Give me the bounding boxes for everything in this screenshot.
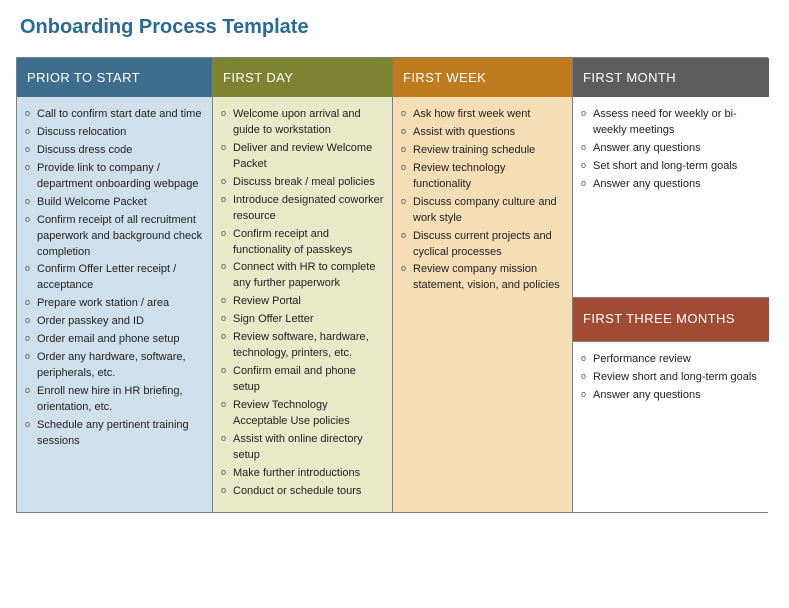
list-item: Build Welcome Packet [25, 195, 204, 211]
list-first-three-months: Performance review Review short and long-… [581, 352, 761, 404]
list-item: Introduce designated coworker resource [221, 193, 384, 225]
list-item: Performance review [581, 352, 761, 368]
list-item: Sign Offer Letter [221, 312, 384, 328]
col-header-first-three-months: FIRST THREE MONTHS [573, 297, 769, 342]
list-item: Review training schedule [401, 143, 564, 159]
list-item: Conduct or schedule tours [221, 484, 384, 500]
list-item: Review software, hardware, technology, p… [221, 330, 384, 362]
list-item: Review company mission statement, vision… [401, 262, 564, 294]
col-header-first-week: FIRST WEEK [393, 58, 573, 97]
list-first-month: Assess need for weekly or bi-weekly meet… [581, 107, 761, 193]
list-prior: Call to confirm start date and time Discu… [25, 107, 204, 450]
list-item: Discuss current projects and cyclical pr… [401, 229, 564, 261]
list-item: Ask how first week went [401, 107, 564, 123]
list-item: Answer any questions [581, 388, 761, 404]
col-header-first-day: FIRST DAY [213, 58, 393, 97]
list-item: Confirm receipt of all recruitment paper… [25, 213, 204, 261]
list-first-day: Welcome upon arrival and guide to workst… [221, 107, 384, 500]
list-item: Review Technology Acceptable Use policie… [221, 398, 384, 430]
list-item: Review technology functionality [401, 161, 564, 193]
col-body-first-three-months: Performance review Review short and long-… [573, 342, 769, 512]
list-item: Order email and phone setup [25, 332, 204, 348]
list-item: Confirm receipt and functionality of pas… [221, 227, 384, 259]
list-item: Answer any questions [581, 141, 761, 157]
list-item: Discuss break / meal policies [221, 175, 384, 191]
list-item: Set short and long-term goals [581, 159, 761, 175]
list-item: Assess need for weekly or bi-weekly meet… [581, 107, 761, 139]
list-item: Order passkey and ID [25, 314, 204, 330]
page-title: Onboarding Process Template [20, 16, 773, 39]
col-header-first-month: FIRST MONTH [573, 58, 769, 97]
col-body-first-month-stack: Assess need for weekly or bi-weekly meet… [573, 97, 769, 512]
list-item: Discuss relocation [25, 125, 204, 141]
col-body-first-month: Assess need for weekly or bi-weekly meet… [573, 97, 769, 297]
list-item: Prepare work station / area [25, 296, 204, 312]
list-item: Assist with questions [401, 125, 564, 141]
list-item: Welcome upon arrival and guide to workst… [221, 107, 384, 139]
list-item: Assist with online directory setup [221, 432, 384, 464]
list-item: Schedule any pertinent training sessions [25, 418, 204, 450]
list-item: Call to confirm start date and time [25, 107, 204, 123]
list-item: Discuss company culture and work style [401, 195, 564, 227]
list-item: Confirm Offer Letter receipt / acceptanc… [25, 262, 204, 294]
list-item: Deliver and review Welcome Packet [221, 141, 384, 173]
col-body-first-week: Ask how first week went Assist with quest… [393, 97, 573, 512]
list-item: Discuss dress code [25, 143, 204, 159]
list-item: Review Portal [221, 294, 384, 310]
col-header-prior: PRIOR TO START [17, 58, 213, 97]
list-item: Provide link to company / department onb… [25, 161, 204, 193]
list-item: Enroll new hire in HR briefing, orientat… [25, 384, 204, 416]
list-item: Order any hardware, software, peripheral… [25, 350, 204, 382]
list-item: Confirm email and phone setup [221, 364, 384, 396]
list-item: Make further introductions [221, 466, 384, 482]
col-body-first-day: Welcome upon arrival and guide to workst… [213, 97, 393, 512]
onboarding-grid: PRIOR TO START FIRST DAY FIRST WEEK FIRS… [16, 57, 768, 513]
col-body-prior: Call to confirm start date and time Discu… [17, 97, 213, 512]
list-item: Answer any questions [581, 177, 761, 193]
list-item: Connect with HR to complete any further … [221, 260, 384, 292]
list-first-week: Ask how first week went Assist with quest… [401, 107, 564, 294]
list-item: Review short and long-term goals [581, 370, 761, 386]
